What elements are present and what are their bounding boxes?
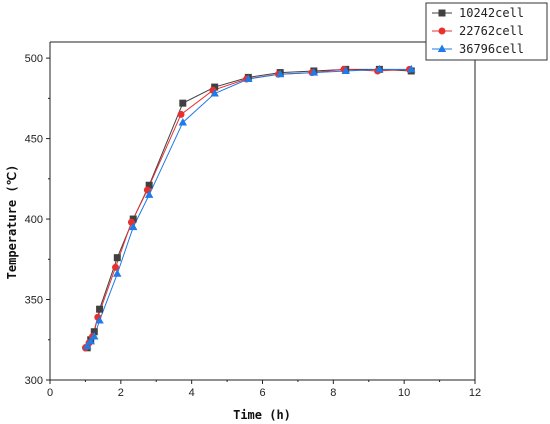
legend: 10242cell 22762cell 36796cell xyxy=(425,2,548,61)
data-point-36796cell xyxy=(407,64,416,73)
y-tick-label: 450 xyxy=(25,134,43,146)
x-tick-label: 12 xyxy=(469,387,481,399)
y-tick-label: 350 xyxy=(25,295,43,307)
x-tick-label: 0 xyxy=(47,387,53,399)
x-tick-label: 2 xyxy=(118,387,124,399)
y-tick-label: 300 xyxy=(25,375,43,387)
data-point-36796cell xyxy=(95,315,104,324)
series-markers xyxy=(81,64,416,352)
y-axis-title: Temperature (℃) xyxy=(5,165,19,280)
data-point-36796cell xyxy=(129,222,138,231)
data-point-36796cell xyxy=(375,64,384,73)
data-point-36796cell xyxy=(86,336,95,345)
plot-frame xyxy=(49,41,476,381)
y-axis-ticks: 300 350 400 450 500 xyxy=(25,53,50,387)
data-point-36796cell xyxy=(82,341,92,350)
data-point-10242cell xyxy=(113,254,121,262)
series-line-10242cell xyxy=(86,68,412,349)
x-axis-ticks: 0 2 4 6 8 10 12 xyxy=(47,380,481,399)
data-point-36796cell xyxy=(210,89,219,97)
data-point-10242cell xyxy=(179,99,187,107)
data-point-36796cell xyxy=(309,68,319,76)
data-point-22762cell xyxy=(112,263,120,271)
y-tick-label: 400 xyxy=(25,214,43,226)
series-lines xyxy=(85,68,412,349)
data-point-36796cell xyxy=(276,69,285,78)
series-line-36796cell xyxy=(86,68,412,347)
x-tick-label: 8 xyxy=(330,387,336,399)
x-tick-label: 4 xyxy=(189,387,195,399)
data-point-10242cell xyxy=(129,215,137,223)
x-tick-label: 6 xyxy=(259,387,265,399)
data-point-10242cell xyxy=(145,181,153,189)
y-tick-label: 500 xyxy=(25,53,43,65)
data-point-10242cell xyxy=(211,83,219,91)
data-point-36796cell xyxy=(90,332,99,340)
data-point-22762cell xyxy=(177,110,185,118)
legend-label-22762cell: 22762cell xyxy=(459,24,524,38)
legend-marker-10242cell xyxy=(438,9,446,17)
data-point-36796cell xyxy=(144,190,154,198)
legend-marker-36796cell xyxy=(437,44,447,52)
data-point-10242cell xyxy=(90,328,98,336)
series-line-22762cell xyxy=(85,68,410,349)
data-point-36796cell xyxy=(244,74,253,83)
x-tick-label: 10 xyxy=(398,387,410,399)
legend-marker-22762cell xyxy=(438,27,446,35)
data-point-36796cell xyxy=(341,66,350,74)
legend-label-10242cell: 10242cell xyxy=(459,6,524,20)
data-point-10242cell xyxy=(96,305,104,313)
x-axis-title: Time (h) xyxy=(233,408,291,422)
data-point-36796cell xyxy=(113,269,122,277)
data-point-36796cell xyxy=(178,117,188,126)
legend-label-36796cell: 36796cell xyxy=(459,42,524,56)
